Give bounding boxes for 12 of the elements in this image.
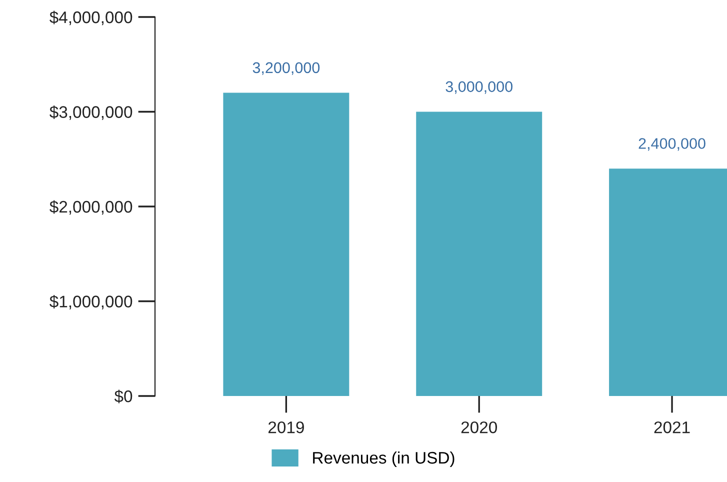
x-tick-label: 2021: [654, 421, 690, 434]
data-label: 2,400,000: [638, 138, 706, 151]
data-label: 3,200,000: [252, 62, 320, 75]
y-tick-label: $2,000,000: [50, 200, 132, 215]
y-tick-label: $4,000,000: [50, 10, 132, 26]
y-tick-label: $0: [114, 390, 132, 404]
x-tick-label: 2019: [268, 421, 304, 434]
x-tick-label: 2020: [461, 421, 497, 434]
y-tick-label: $3,000,000: [50, 105, 132, 120]
y-tick-label: $1,000,000: [50, 294, 132, 310]
legend-label: Revenues (in USD): [313, 451, 454, 467]
data-label: 3,000,000: [446, 81, 512, 94]
